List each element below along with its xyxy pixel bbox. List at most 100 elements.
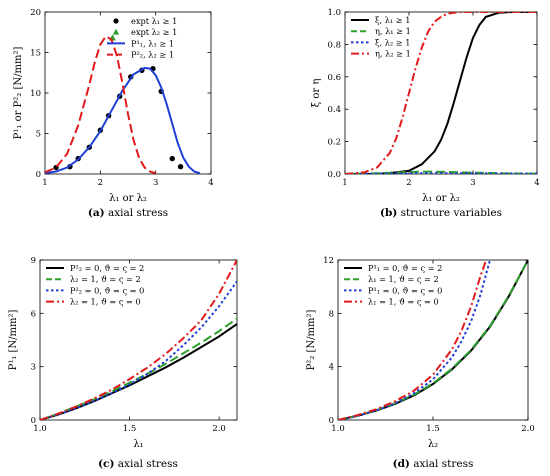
axes-frame [44,11,212,175]
x-tick-label: 3 [153,178,158,188]
y-tick-label: 0 [36,170,41,180]
x-tick-label: 1.0 [331,424,345,434]
panel-caption: (d) axial stress [393,458,474,470]
y-axis-title: P²₂ [N/mm²] [306,309,317,370]
x-tick-label: 2 [98,178,103,188]
caption-letter: (d) [393,458,410,470]
x-tick-label: 4 [534,178,539,188]
series-line [345,170,537,174]
plot-area [40,260,237,420]
x-tick-label: 1 [342,178,347,188]
legend-entry: λ₂ = 1, ϑ = ς = 2 [70,274,141,284]
series-line [40,260,237,420]
series-line [338,260,488,420]
y-tick-label: 6 [31,309,36,319]
y-tick-label: 0 [31,416,36,426]
series-line [45,34,156,174]
plot-area [338,260,528,420]
x-axis-title: λ₁ or λ₂ [422,193,460,204]
legend-entry: expt λ₂ ≥ 1 [131,27,177,37]
y-tick-label: 3 [31,363,36,373]
y-tick-label: 0.8 [327,40,341,50]
panel-b: 1 2 3 4 0.0 0.2 0.4 0.6 0.8 1.0 λ₁ or λ₂ ξ or η ξ, λ… [311,8,540,219]
legend-entry: ξ, λ₂ ≥ 1 [375,37,410,47]
x-tick-label: 2.0 [212,424,226,434]
plot-area [45,34,201,174]
series-line [40,317,237,420]
legend-entry: P²₂ = 0, ϑ = ς = 0 [70,285,144,295]
y-axis-title: ξ or η [311,79,322,108]
series-line [45,66,201,174]
y-tick-label: 9 [31,256,36,266]
caption-letter: (c) [98,458,114,470]
axes-frame [39,259,238,421]
caption-label: axial stress [114,458,177,470]
x-tick-label: 3 [470,178,475,188]
legend-entry: P¹₁ = 0, ϑ = ς = 2 [368,263,442,273]
x-tick-label: 4 [208,178,213,188]
axes-frame [344,11,538,175]
panel-a: 1 2 3 4 0 5 10 15 20 λ₁ or λ₂ P¹₁ or P²₂ [N/mm²] ex… [13,8,214,219]
series-line [345,12,537,174]
caption-label: axial stress [105,207,168,219]
panel-caption: (b) structure variables [380,207,502,219]
legend-entry: η, λ₁ ≥ 1 [375,26,411,36]
series-line [345,172,537,174]
x-tick-label: 1.5 [426,424,440,434]
x-tick-label: 1.0 [33,424,47,434]
y-tick-label: 0.2 [327,138,341,148]
data-point [177,164,184,170]
legend-entry: λ₁ = 1, ϑ = ς = 0 [368,297,439,307]
y-tick-label: 8 [329,309,334,319]
x-tick-label: 1.5 [123,424,137,434]
legend-entry: P¹₁, λ₁ ≥ 1 [131,38,174,48]
legend-entry: P²₂ = 0, ϑ = ς = 2 [70,263,144,273]
y-tick-label: 0.6 [327,73,341,83]
legend-swatch-marker [113,18,119,24]
y-axis-title: P¹₁ or P²₂ [N/mm²] [13,47,24,140]
y-tick-label: 1.0 [327,8,341,18]
y-axis-title: P¹₁ [N/mm²] [8,309,19,370]
legend-swatch-triangle [112,28,120,35]
x-tick-label: 1 [42,178,47,188]
legend-entry: λ₁ = 1, ϑ = ς = 2 [368,274,439,284]
legend-entry: P¹₁ = 0, ϑ = ς = 0 [368,285,442,295]
series-line [40,323,237,420]
y-tick-label: 0.4 [327,105,341,115]
plot-area [345,12,537,174]
x-axis-title: λ₂ [428,439,438,450]
caption-label: structure variables [397,207,502,219]
legend: ξ, λ₁ ≥ 1η, λ₁ ≥ 1ξ, λ₂ ≥ 1 η, λ₂ ≥ 1 [351,15,411,59]
y-tick-label: 4 [329,363,334,373]
legend-entry: ξ, λ₁ ≥ 1 [375,15,410,25]
y-tick-label: 12 [323,256,334,266]
legend-entry: expt λ₁ ≥ 1 [131,16,177,26]
data-point [169,155,175,162]
caption-letter: (b) [380,207,397,219]
panel-caption: (a) axial stress [88,207,168,219]
y-tick-label: 15 [30,49,41,59]
caption-label: axial stress [410,458,473,470]
legend-entry: η, λ₂ ≥ 1 [375,49,411,59]
x-axis-title: λ₁ [133,439,143,450]
panel-caption: (c) axial stress [98,458,178,470]
series-line [40,280,237,420]
x-tick-label: 2.0 [521,424,535,434]
x-axis-title: λ₁ or λ₂ [109,193,147,204]
x-tick-label: 2 [406,178,411,188]
y-tick-label: 10 [30,89,41,99]
legend-entry: P²₂, λ₂ ≥ 1 [131,50,174,60]
panel-d: 1.0 1.5 2.0 0 4 8 12 λ₂ P²₂ [N/mm²] P¹₁ = 0, ϑ = … [306,256,535,470]
y-tick-label: 0 [329,416,334,426]
y-tick-label: 20 [30,8,41,18]
y-tick-label: 0.0 [327,170,341,180]
legend-entry: λ₂ = 1, ϑ = ς = 0 [70,297,141,307]
panel-c: 1.0 1.5 2.0 0 3 6 9 λ₁ P¹₁ [N/mm²] P²₂ = 0, ϑ = ς… [8,256,238,470]
y-tick-label: 5 [36,130,41,140]
caption-letter: (a) [88,207,105,219]
series-line [345,12,537,174]
